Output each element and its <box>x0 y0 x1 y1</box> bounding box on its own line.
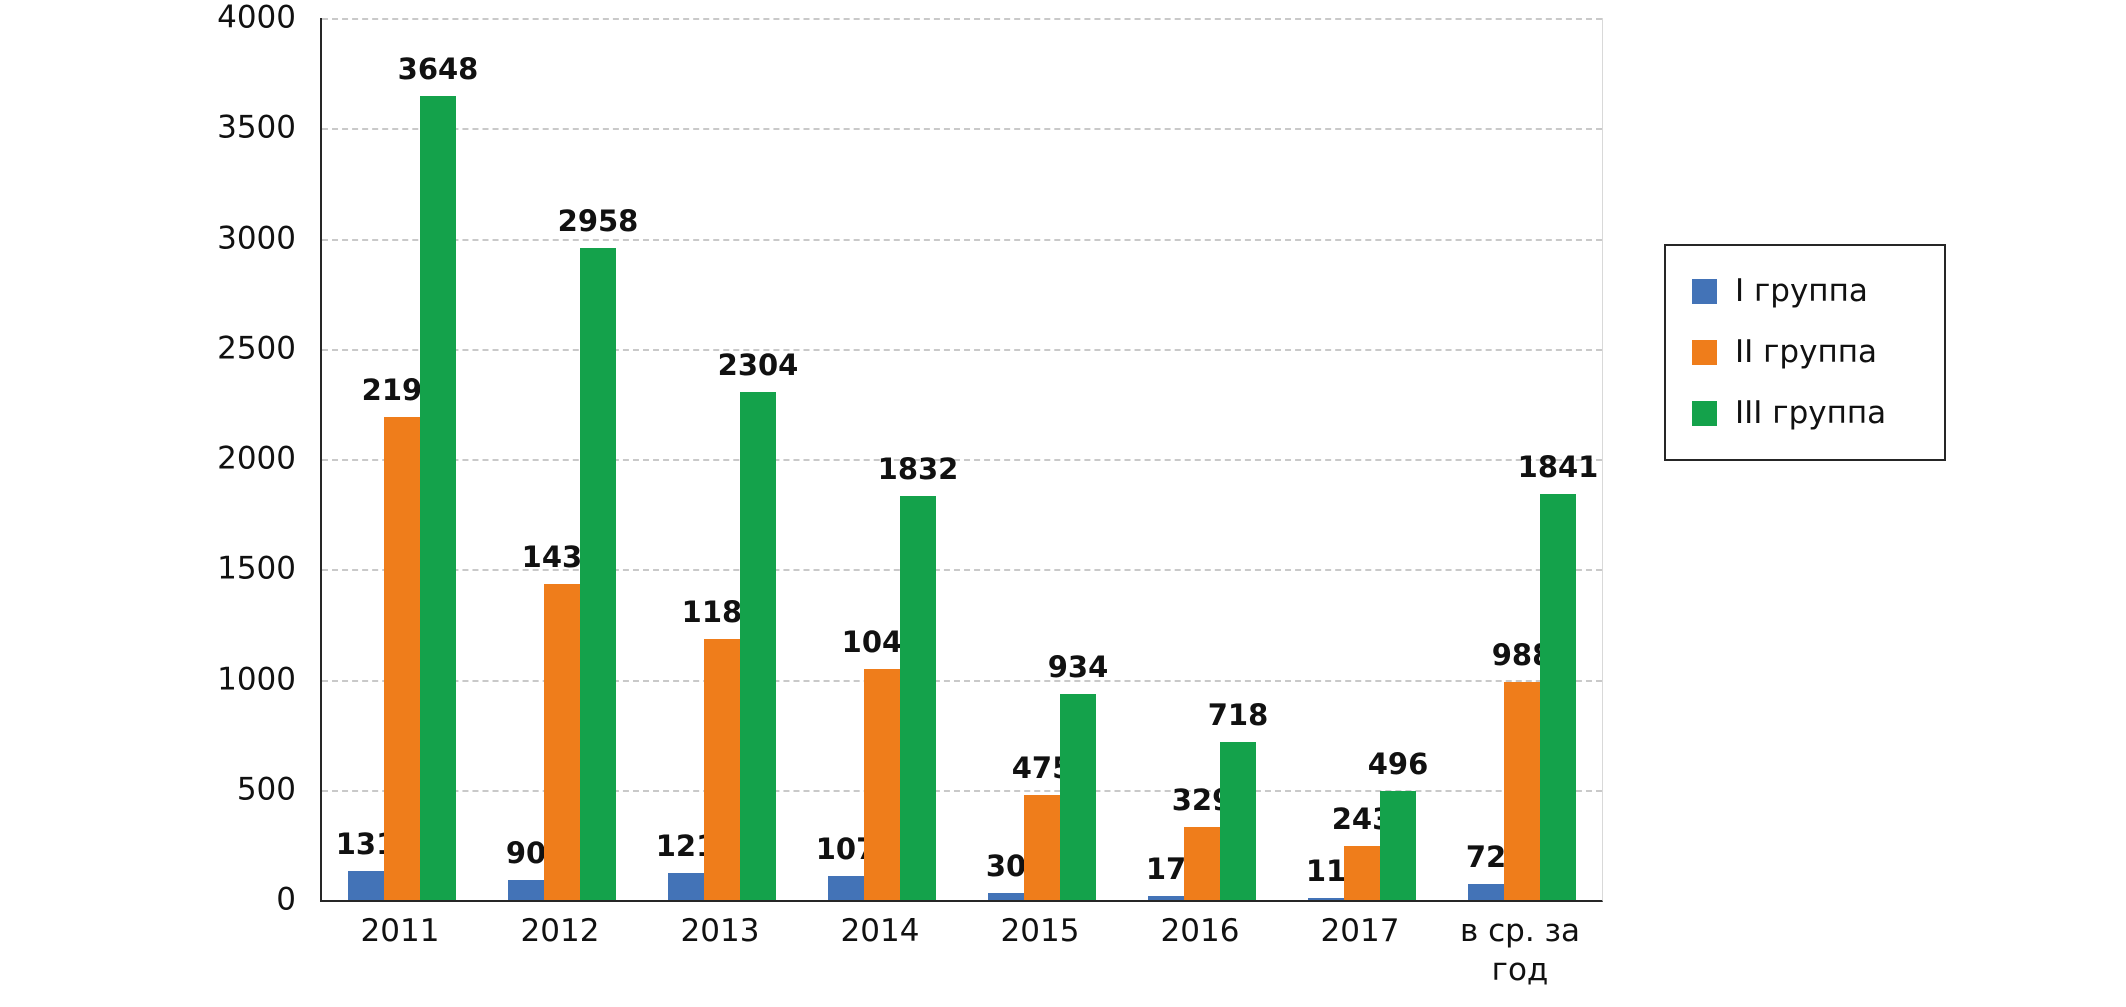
gridline <box>322 18 1602 20</box>
value-label: 934 <box>1047 650 1109 685</box>
gridline <box>322 238 1602 241</box>
y-tick-label: 2500 <box>217 330 296 367</box>
x-tick-label: 2012 <box>520 913 600 949</box>
x-tick-label: 2017 <box>1320 913 1400 949</box>
bar <box>1504 682 1540 900</box>
bar <box>900 496 936 900</box>
value-label: 2304 <box>717 347 799 382</box>
bar <box>544 583 580 900</box>
y-tick-label: 3500 <box>217 109 296 146</box>
bar <box>668 873 704 900</box>
bar <box>1024 795 1060 900</box>
bar <box>384 416 420 900</box>
value-label: 90 <box>505 836 547 871</box>
y-tick-label: 1500 <box>217 550 296 587</box>
legend-item-group-3: III группа <box>1692 398 1918 429</box>
y-tick-label: 500 <box>236 771 296 808</box>
value-label: 496 <box>1367 746 1429 781</box>
bar <box>420 95 456 900</box>
gridline <box>322 789 1602 792</box>
value-label: 30 <box>985 849 1027 884</box>
legend-item-group-2: II группа <box>1692 337 1918 368</box>
bar <box>508 880 544 900</box>
y-tick-label: 4000 <box>217 0 296 36</box>
legend-swatch-group-1 <box>1692 279 1717 304</box>
bar <box>1344 846 1380 900</box>
bar <box>988 893 1024 900</box>
y-tick-label: 2000 <box>217 440 296 477</box>
x-tick-label: 2014 <box>840 913 920 949</box>
bar <box>704 638 740 900</box>
legend-label-group-2: II группа <box>1735 334 1877 370</box>
legend-label-group-3: III группа <box>1735 395 1887 431</box>
legend-swatch-group-2 <box>1692 340 1717 365</box>
bar <box>1380 790 1416 900</box>
bar <box>580 247 616 900</box>
value-label: 718 <box>1207 697 1269 732</box>
bar <box>1184 827 1220 900</box>
x-tick-label: 2013 <box>680 913 760 949</box>
legend-swatch-group-3 <box>1692 401 1717 426</box>
x-tick-label: 2016 <box>1160 913 1240 949</box>
legend: I группа II группа III группа <box>1664 244 1946 461</box>
value-label: 72 <box>1465 840 1507 875</box>
gridline <box>322 128 1602 131</box>
x-tick-label: 2015 <box>1000 913 1080 949</box>
x-tick-label: 2011 <box>360 913 440 949</box>
y-tick-label: 3000 <box>217 220 296 256</box>
legend-label-group-1: I группа <box>1735 273 1868 309</box>
gridline <box>322 679 1602 682</box>
y-tick-label: 0 <box>276 881 296 918</box>
bar <box>864 668 900 900</box>
y-axis: 0 500 1000 1500 2000 2500 3000 3500 4000 <box>0 2 296 915</box>
legend-item-group-1: I группа <box>1692 276 1918 307</box>
gridline <box>322 459 1602 461</box>
bar <box>740 391 776 900</box>
gridline <box>322 569 1602 572</box>
bar <box>1468 884 1504 900</box>
value-label: 1832 <box>877 452 959 487</box>
value-label: 17 <box>1145 852 1187 887</box>
bar <box>1060 694 1096 900</box>
gridline <box>322 348 1602 351</box>
bar <box>828 876 864 900</box>
value-label: 1841 <box>1517 450 1599 485</box>
bar <box>348 871 384 900</box>
bar <box>1220 741 1256 900</box>
value-label: 2958 <box>557 203 639 238</box>
value-label: 3648 <box>397 51 479 86</box>
bar <box>1148 896 1184 900</box>
plot-area: 131 2191 3648 90 1435 2958 121 1186 2304 107 1048 1… <box>320 18 1603 902</box>
x-tick-label: в ср. за год <box>1459 913 1581 988</box>
x-axis: 2011 2012 2013 2014 2015 2016 2017 в ср. за год <box>320 912 1600 1002</box>
bar <box>1540 494 1576 900</box>
value-label: 11 <box>1305 853 1347 888</box>
y-tick-label: 1000 <box>217 661 296 697</box>
bar <box>1308 897 1344 900</box>
